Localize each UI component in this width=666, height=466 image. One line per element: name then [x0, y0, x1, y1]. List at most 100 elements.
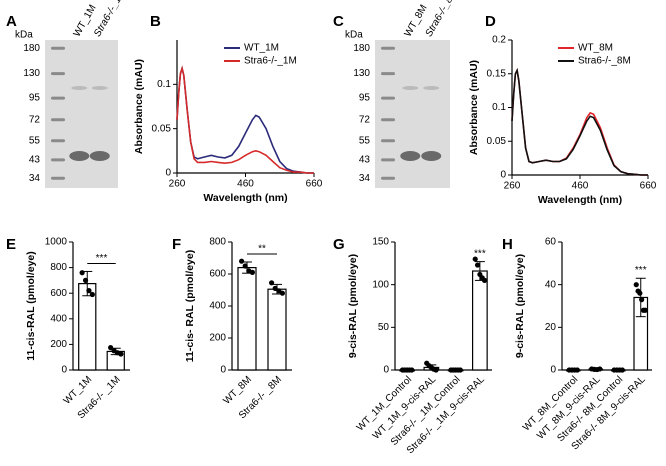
spectrum-line	[511, 67, 648, 176]
data-point	[86, 288, 92, 294]
y-tick-label: 0	[61, 365, 67, 376]
bar	[267, 288, 287, 371]
data-point	[637, 290, 643, 296]
y-tick-label: 600	[209, 269, 226, 280]
marker-band	[381, 46, 395, 50]
panel-letter: D	[485, 13, 496, 30]
marker-band	[381, 176, 395, 180]
significance-label: ***	[96, 253, 108, 264]
marker-band	[51, 176, 65, 180]
data-point	[481, 277, 488, 283]
data-point	[633, 282, 639, 288]
protein-band	[69, 151, 90, 161]
data-point	[118, 351, 124, 357]
protein-band	[89, 151, 110, 161]
panel-letter: C	[333, 13, 344, 30]
marker-band	[51, 158, 65, 162]
data-point	[108, 345, 114, 351]
spectrum-line	[511, 67, 648, 176]
data-point	[242, 263, 248, 269]
marker-unit: kDa	[345, 30, 363, 41]
significance-label: ***	[635, 265, 647, 276]
x-axis-title: Wavelength (nm)	[203, 192, 287, 204]
data-point	[639, 297, 645, 303]
protein-band	[421, 151, 442, 161]
y-tick-label: 100	[372, 279, 389, 290]
marker-unit: kDa	[15, 30, 33, 41]
spectrum-line	[176, 65, 314, 174]
marker-label: 43	[29, 155, 41, 166]
data-point	[574, 367, 580, 373]
data-point	[269, 280, 275, 286]
spectrum-line	[176, 65, 314, 174]
marker-band	[381, 72, 395, 76]
data-point	[249, 269, 255, 275]
x-axis-title: Wavelength (nm)	[538, 194, 622, 206]
data-point	[239, 258, 245, 264]
y-tick-label: 0	[550, 365, 556, 376]
marker-label: 95	[359, 93, 371, 104]
marker-band	[381, 158, 395, 162]
data-point	[457, 367, 463, 373]
bar	[237, 267, 257, 371]
data-point	[279, 290, 285, 296]
marker-band	[51, 46, 65, 50]
data-point	[619, 367, 625, 373]
marker-label: 95	[29, 93, 41, 104]
data-point	[597, 366, 603, 372]
marker-label: 180	[23, 43, 40, 54]
y-tick-label: 50	[378, 322, 390, 333]
gel	[375, 40, 450, 188]
y-tick-label: 20	[545, 322, 557, 333]
marker-label: 72	[359, 114, 371, 125]
legend-label: WT_1M	[244, 43, 279, 54]
legend-label: Stra6-/-_1M	[244, 56, 297, 67]
y-tick-label: 0	[165, 168, 171, 179]
y-axis-title: 9-cis-RAL (pmol/eye)	[514, 254, 526, 358]
marker-label: 34	[359, 173, 371, 184]
marker-band	[381, 139, 395, 143]
panel-letter: F	[172, 236, 181, 253]
data-point	[472, 256, 478, 262]
y-axis-title: 11-cis-RAL (pmol/eye)	[25, 251, 37, 361]
y-tick-label: 0	[220, 365, 226, 376]
bar	[472, 270, 488, 371]
x-tick-label: 660	[640, 181, 657, 192]
panel-letter: E	[6, 236, 16, 253]
y-tick-label: 0.2	[492, 35, 506, 46]
marker-band	[51, 96, 65, 100]
data-point	[79, 270, 85, 276]
data-point	[82, 277, 89, 283]
marker-band	[51, 139, 65, 143]
protein-band	[400, 151, 421, 161]
y-axis-title: 9-cis-RAL (pmol/eye)	[347, 254, 359, 358]
y-tick-label: 200	[209, 333, 226, 344]
y-tick-label: 40	[545, 279, 557, 290]
marker-band	[381, 118, 395, 122]
y-tick-label: 0	[383, 365, 389, 376]
y-tick-label: 200	[50, 339, 67, 350]
y-tick-label: 400	[50, 313, 67, 324]
y-tick-label: 60	[545, 237, 557, 248]
x-tick-label: 660	[306, 179, 323, 190]
y-tick-label: 0.05	[152, 123, 172, 134]
x-tick-label: 260	[169, 179, 186, 190]
y-tick-label: 600	[50, 288, 67, 299]
marker-label: 55	[29, 135, 41, 146]
faint-band	[423, 86, 440, 90]
marker-label: 130	[353, 68, 370, 79]
panel-letter: G	[333, 236, 345, 253]
panel-letter: H	[502, 236, 513, 253]
significance-label: **	[258, 244, 266, 255]
x-tick-label: 460	[237, 179, 254, 190]
marker-label: 55	[359, 135, 371, 146]
gel	[45, 40, 118, 188]
significance-label: ***	[474, 248, 486, 259]
y-tick-label: 150	[372, 237, 389, 248]
legend-label: Stra6-/-_8M	[578, 56, 631, 67]
data-point	[433, 367, 439, 373]
data-point	[89, 291, 95, 298]
y-tick-label: 0.15	[487, 68, 507, 79]
y-tick-label: 0	[500, 170, 506, 181]
